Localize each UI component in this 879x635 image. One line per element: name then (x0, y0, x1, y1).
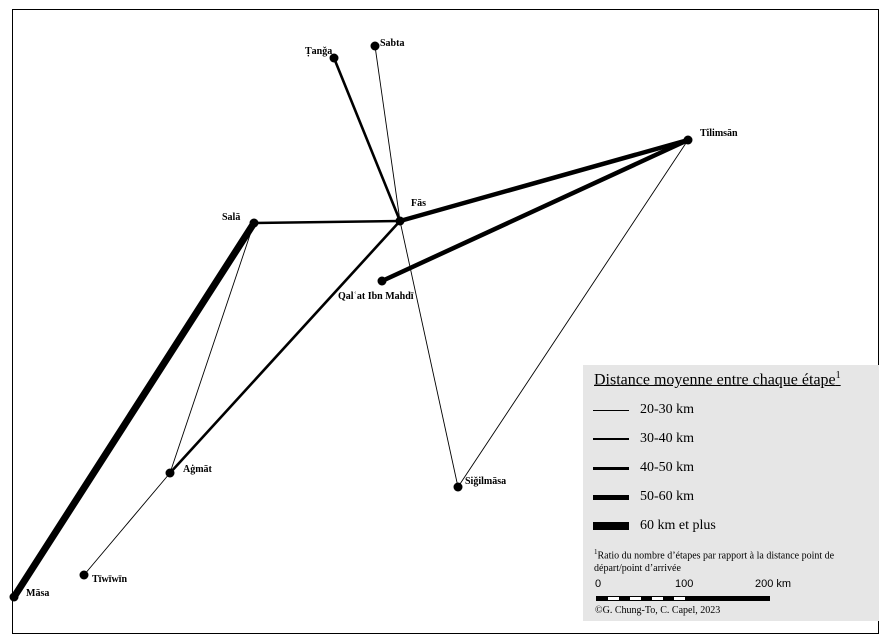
city-label-qalat: Qalʿat Ibn Mahdī (338, 291, 414, 302)
scale-graphic (596, 596, 770, 601)
city-marker-tiwiwin (79, 570, 89, 580)
legend-title: Distance moyenne entre chaque étape1 (594, 370, 841, 389)
cities-layer: Ṭanǧa Sabta Tilimsān Fās Salā Qalʿat Ibn Mahd… (9, 38, 738, 602)
city-label-tilimsan: Tilimsān (700, 128, 738, 139)
city-label-fas: Fās (411, 198, 426, 209)
legend-item-50-60: 50-60 km (593, 487, 873, 507)
city-label-sala: Salā (222, 212, 240, 223)
city-marker-qalat (377, 276, 387, 286)
scale-label-100: 100 (675, 578, 694, 590)
legend-line-20-30 (593, 410, 629, 411)
city-marker-sala (249, 218, 259, 228)
city-label-tiwiwin: Tīwīwīn (92, 574, 127, 585)
city-marker-fas (395, 216, 405, 226)
city-label-sabta: Sabta (380, 38, 404, 49)
city-marker-sabta (370, 41, 380, 51)
legend-footnote: 1Ratio du nombre d’étapes par rapport à … (594, 548, 835, 575)
city-marker-tanga (329, 53, 339, 63)
city-label-masa: Māsa (26, 588, 49, 599)
route-fas-tilimsan (397, 137, 691, 224)
city-label-agmat: Aġmāt (183, 464, 213, 475)
legend-item-60-plus: 60 km et plus (593, 516, 873, 536)
route-sala-masa (10, 219, 258, 601)
legend-label: 60 km et plus (640, 518, 716, 533)
scale-label-0: 0 (595, 578, 602, 590)
route-sabta-fas (374, 45, 401, 222)
city-label-tanga: Ṭanǧa (305, 46, 332, 57)
route-sala-fas (252, 219, 402, 225)
route-fas-sigilmasa (399, 220, 459, 488)
city-marker-masa (9, 592, 19, 602)
legend-item-40-50: 40-50 km (593, 458, 873, 478)
route-sala-agmat (169, 222, 255, 474)
route-fas-agmat (168, 219, 402, 475)
legend-item-20-30: 20-30 km (593, 400, 873, 420)
legend-item-30-40: 30-40 km (593, 429, 873, 449)
city-label-sigilmasa: Siǧilmāsa (465, 476, 506, 487)
route-tilimsan-sigilmasa (457, 139, 689, 488)
city-marker-agmat (165, 468, 175, 478)
legend-label: 20-30 km (640, 402, 695, 417)
credit-text: ©G. Chung-To, C. Capel, 2023 (595, 605, 721, 616)
scale-label-200: 200 km (755, 578, 792, 590)
legend-label: 40-50 km (640, 460, 695, 475)
city-marker-tilimsan (683, 135, 693, 145)
scale-bar: 0 100 200 km (595, 578, 805, 604)
legend-line-30-40 (593, 438, 629, 440)
legend-label: 50-60 km (640, 489, 695, 504)
legend-label: 30-40 km (640, 431, 695, 446)
city-marker-sigilmasa (453, 482, 463, 492)
route-qalat-tilimsan (379, 137, 691, 284)
legend-line-50-60 (593, 495, 629, 500)
route-tanga-fas (332, 56, 402, 223)
legend-line-40-50 (593, 467, 629, 470)
route-agmat-tiwiwin (83, 472, 171, 576)
legend: Distance moyenne entre chaque étape1 20-… (583, 365, 879, 621)
routes-layer (10, 45, 691, 601)
legend-line-60-plus (593, 522, 629, 530)
